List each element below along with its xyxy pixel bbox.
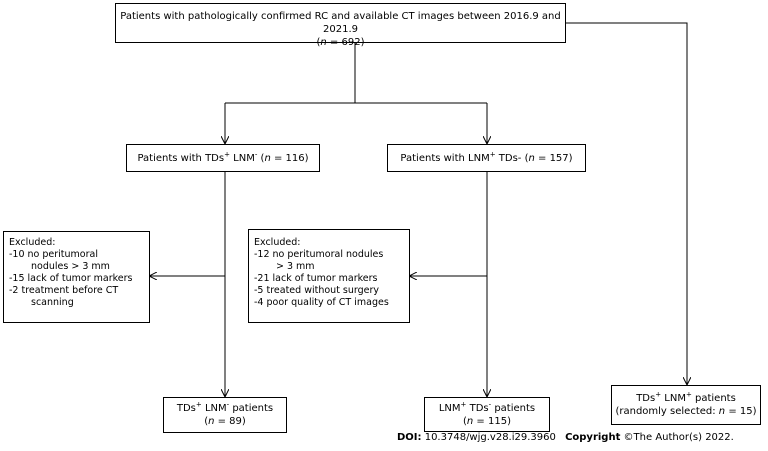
paren-open: (	[316, 37, 321, 48]
result-count: (n = 115)	[425, 415, 549, 428]
n-value: = 89)	[214, 416, 246, 427]
excl-line: -2 treatment before CT	[9, 285, 119, 296]
label-a: LNM	[438, 403, 461, 414]
result-box-lnm-pos-tds-neg: LNM+ TDs- patients (n = 115)	[424, 397, 550, 432]
label-prefix: Patients with LNM	[400, 153, 490, 164]
result-label: LNM+ TDs- patients	[425, 400, 549, 415]
n-value: = 692)	[326, 37, 365, 48]
label-a: TDs	[636, 393, 656, 404]
sup-minus: -	[226, 400, 230, 409]
label-b: TDs	[466, 403, 489, 414]
n-value: = 115)	[473, 416, 511, 427]
doi-value: 10.3748/wjg.v28.i29.3960	[421, 432, 556, 443]
sup-plus: +	[460, 400, 467, 409]
n-symbol: n	[208, 416, 215, 427]
result-box-tds-pos-lnm-pos: TDs+ LNM+ patients (randomly selected: n…	[611, 385, 761, 425]
excl-line: > 3 mm	[276, 261, 315, 272]
sup-minus: -	[488, 400, 492, 409]
excl-title: Excluded:	[254, 237, 301, 248]
copyright-label: Copyright	[565, 432, 621, 443]
footer-citation: DOI: 10.3748/wjg.v28.i29.3960 Copyright …	[397, 432, 734, 443]
connector-top-right	[566, 22, 687, 384]
label-b: LNM	[201, 403, 227, 414]
sup-plus: +	[655, 390, 662, 399]
top-box-line1: Patients with pathologically confirmed R…	[120, 11, 561, 35]
n-value: = 116)	[270, 153, 309, 164]
paren-open: (	[257, 153, 265, 164]
result-label: TDs+ LNM- patients	[164, 400, 286, 415]
top-box: Patients with pathologically confirmed R…	[115, 3, 566, 48]
label-mid: LNM	[229, 153, 255, 164]
n-symbol: n	[264, 153, 271, 164]
result-label: TDs+ LNM+ patients	[612, 390, 760, 405]
excl-line: scanning	[31, 297, 74, 308]
excl-line: -4 poor quality of CT images	[254, 297, 389, 308]
excl-title: Excluded:	[9, 237, 56, 248]
excl-line: -10 no peritumoral	[9, 249, 98, 260]
label-random: (randomly selected:	[615, 406, 719, 417]
paren-open: (	[204, 416, 209, 427]
n-symbol: n	[320, 37, 327, 48]
n-symbol: n	[466, 416, 474, 427]
result-box-tds-pos-lnm-neg: TDs+ LNM- patients (n = 89)	[163, 397, 287, 433]
n-symbol: n	[528, 153, 535, 164]
sup-plus: +	[685, 390, 692, 399]
n-value: = 15)	[725, 406, 757, 417]
paren-open: (	[463, 416, 467, 427]
sup-plus: +	[224, 150, 230, 159]
excl-line: -21 lack of tumor markers	[254, 273, 378, 284]
doi-label: DOI:	[397, 432, 422, 443]
excl-line: nodules > 3 mm	[31, 261, 110, 272]
label-c: patients	[491, 403, 536, 414]
sup-minus: -	[254, 150, 258, 159]
label-c: patients	[229, 403, 274, 414]
sup-plus: +	[195, 400, 202, 409]
result-count: (randomly selected: n = 15)	[612, 405, 760, 418]
n-value: = 157)	[534, 153, 573, 164]
excl-line: -15 lack of tumor markers	[9, 273, 133, 284]
label-prefix: Patients with TDs	[137, 153, 225, 164]
label-b: LNM	[661, 393, 686, 404]
result-count: (n = 89)	[164, 415, 286, 428]
sup-plus: +	[489, 150, 496, 159]
excl-line: -5 treated without surgery	[254, 285, 380, 296]
exclusion-box-right: Excluded: -12 no peritumoral nodules > 3…	[248, 229, 410, 323]
copyright-value: ©The Author(s) 2022.	[620, 432, 734, 443]
n-symbol: n	[718, 406, 726, 417]
excl-line: -12 no peritumoral nodules	[254, 249, 384, 260]
label-a: TDs	[176, 403, 196, 414]
box-tds-pos-lnm-neg: Patients with TDs+ LNM- (n = 116)	[126, 144, 320, 172]
label-mid: TDs- (	[495, 153, 529, 164]
box-lnm-pos-tds-neg: Patients with LNM+ TDs- (n = 157)	[387, 144, 586, 172]
top-box-line2: (n = 692)	[116, 36, 565, 49]
label-c: patients	[691, 393, 736, 404]
exclusion-box-left: Excluded: -10 no peritumoral nodules > 3…	[3, 231, 150, 323]
